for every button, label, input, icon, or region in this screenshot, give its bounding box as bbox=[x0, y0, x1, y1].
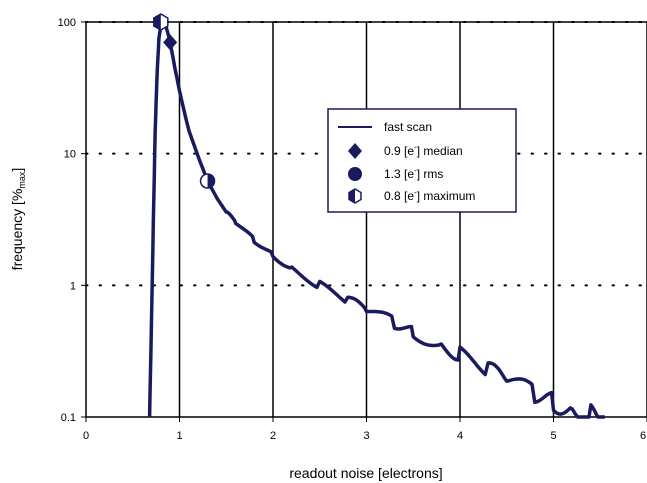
grid bbox=[85, 21, 647, 417]
statistic-markers bbox=[153, 13, 216, 189]
y-tick-label-100: 100 bbox=[58, 17, 76, 29]
axis-ticks: 0 1 2 3 4 5 6 0.1 1 10 100 bbox=[58, 17, 647, 442]
x-tick-label-0: 0 bbox=[83, 430, 89, 442]
x-tick-label-5: 5 bbox=[550, 430, 556, 442]
x-tick-label-6: 6 bbox=[640, 430, 646, 442]
y-tick-label-1: 1 bbox=[70, 280, 76, 292]
legend-circle-icon bbox=[348, 167, 362, 181]
y-tick-label-10: 10 bbox=[64, 149, 76, 161]
legend: fast scan 0.9 [e-] median 1.3 [e-] rms 0… bbox=[327, 108, 517, 213]
x-tick-label-4: 4 bbox=[457, 430, 463, 442]
series-line-fast-scan bbox=[147, 20, 606, 419]
x-tick-label-3: 3 bbox=[363, 430, 369, 442]
legend-label-fast-scan: fast scan bbox=[384, 120, 432, 134]
x-tick-label-2: 2 bbox=[270, 430, 276, 442]
y-axis-title-subscript: max bbox=[17, 171, 27, 189]
series-fast-scan bbox=[147, 20, 606, 419]
rms-marker-0 bbox=[199, 173, 216, 189]
rms-marker-half bbox=[207, 174, 215, 189]
legend-label-rms: 1.3 [e-] rms bbox=[384, 166, 443, 181]
legend-hexagon-icon bbox=[348, 188, 362, 204]
maximum-marker-half bbox=[153, 14, 161, 30]
maximum-marker-0 bbox=[153, 13, 169, 31]
y-axis-title-main: frequency [% bbox=[9, 189, 25, 271]
legend-diamond-icon bbox=[348, 143, 362, 159]
y-tick-label-0.1: 0.1 bbox=[61, 412, 76, 424]
legend-label-median: 0.9 [e-] median bbox=[384, 143, 463, 158]
median-marker-1 bbox=[163, 34, 178, 51]
y-axis-title-close: ] bbox=[9, 168, 25, 172]
legend-label-maximum: 0.8 [e-] maximum bbox=[384, 188, 475, 203]
x-tick-label-1: 1 bbox=[176, 430, 182, 442]
y-axis-title: frequency [%max] bbox=[9, 168, 27, 271]
x-axis-title: readout noise [electrons] bbox=[289, 465, 442, 481]
